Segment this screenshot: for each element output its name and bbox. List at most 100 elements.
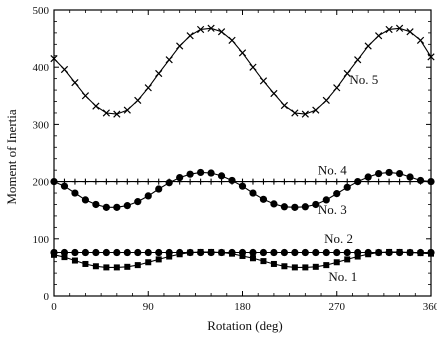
data-point [217,28,226,36]
data-point [144,192,152,200]
data-point [344,178,351,185]
data-point [323,178,330,185]
data-point [197,168,205,177]
data-point [155,185,163,193]
data-point [386,178,393,185]
data-point [396,178,403,185]
data-point [406,28,414,36]
data-point [259,195,268,203]
data-point [165,56,173,64]
data-point [165,179,173,187]
data-point [343,248,351,257]
data-point [155,256,162,263]
data-point [249,189,257,197]
data-point [385,168,393,177]
data-point [343,69,351,78]
data-point [61,254,68,261]
data-point [270,200,278,208]
data-point [166,253,173,260]
data-point [186,170,194,178]
data-point [386,248,393,255]
data-point [186,32,194,40]
data-point [364,42,372,50]
data-point [197,248,204,255]
series-label: No. 2 [324,231,353,246]
data-point [291,109,299,117]
data-point [176,251,183,258]
data-point [113,110,121,118]
data-point [207,24,215,32]
data-point [375,178,382,185]
data-point [134,198,142,206]
data-point [155,178,162,185]
data-point [92,200,100,209]
data-point [344,256,351,263]
data-point [270,89,278,98]
data-point [238,182,247,190]
series-labels: No. 5 No. 4 No. 3 No. 2 No. 1 [318,72,378,284]
x-tick-label: 270 [329,301,346,313]
data-point [92,102,100,110]
data-point [270,178,277,185]
data-point [291,248,299,257]
data-point [123,106,131,114]
data-point [113,248,121,257]
data-point [144,84,152,92]
data-point [281,178,288,185]
data-point [176,42,184,50]
data-point [229,250,236,257]
data-point [322,248,330,257]
data-point [82,178,89,185]
data-point [260,258,267,265]
data-point [375,249,382,256]
data-point [291,264,298,271]
x-tick-label: 360 [423,301,437,313]
y-tick-label: 200 [33,177,50,189]
data-point [71,189,79,197]
data-point [187,178,194,185]
data-point [81,196,90,204]
data-point [217,172,226,180]
data-point [102,109,110,117]
data-point [396,248,403,255]
data-point [406,173,414,181]
data-point [354,56,362,64]
data-point [395,24,404,32]
data-point [365,251,372,258]
data-point [302,178,309,185]
x-axis-label: Rotation (deg) [207,318,282,333]
data-point [322,196,330,204]
data-point [71,79,79,87]
data-point [218,178,225,185]
data-point [81,92,90,100]
data-point [145,259,152,266]
x-tick-label: 0 [51,301,57,313]
data-point [333,259,340,266]
data-point [416,176,425,185]
data-point [82,260,89,267]
data-point [208,178,215,185]
data-point [417,250,424,257]
plot-frame [53,9,432,297]
data-point [228,36,236,44]
data-point [301,203,309,211]
data-point [92,178,99,185]
data-point [71,178,78,185]
data-point [281,263,288,270]
data-point [280,203,288,211]
data-point [145,178,152,185]
data-point [155,69,163,78]
data-point [238,49,247,57]
series-layer [50,24,435,271]
data-point [81,248,90,257]
data-point [113,178,120,185]
data-point [102,203,110,211]
data-point [103,178,110,185]
data-point [208,248,215,255]
data-point [197,178,204,185]
data-point [134,178,141,185]
data-point [333,190,341,198]
data-point [333,248,341,257]
data-point [123,202,131,210]
data-point [113,264,120,271]
